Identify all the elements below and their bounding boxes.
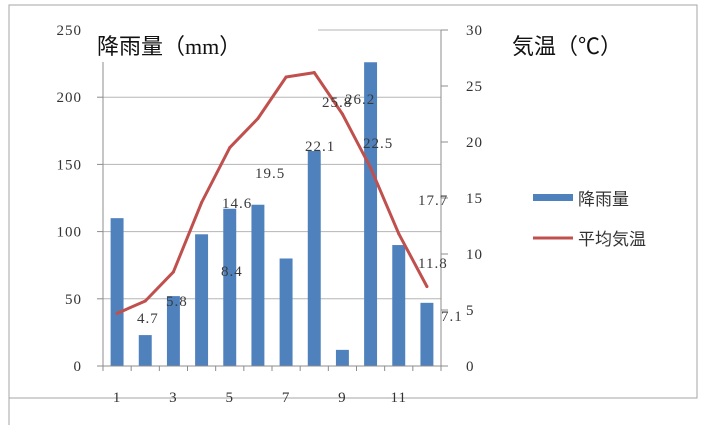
temperature-data-label: 14.6: [222, 196, 252, 212]
legend-swatch-rainfall: [533, 194, 573, 201]
temperature-point-month-11: [397, 232, 401, 236]
bar-month-11: [392, 245, 406, 366]
bar-month-9: [335, 349, 349, 366]
temperature-data-label: 4.7: [137, 311, 159, 327]
x-tick-label: 1: [113, 390, 122, 406]
x-tick-label: 3: [169, 390, 178, 406]
bar-month-10: [364, 62, 378, 366]
bar-month-12: [420, 302, 434, 366]
temperature-point-month-6: [256, 116, 260, 120]
temperature-line: [115, 71, 429, 315]
bar-month-8: [307, 150, 321, 366]
temperature-point-month-9: [340, 112, 344, 116]
left-axis-title: 降雨量（mm）: [97, 34, 241, 59]
temperature-data-label: 8.4: [221, 264, 243, 280]
x-tick-label: 9: [338, 390, 347, 406]
temperature-point-month-4: [200, 200, 204, 204]
temperature-data-labels: 4.7 5.8 8.4 14.619.5 22.1 25.826.2 22.5 17.7 11.…: [137, 92, 463, 327]
bar-month-7: [279, 258, 293, 366]
x-axis: 1 3 5 7 9 11: [102, 365, 442, 406]
temperature-point-month-7: [284, 75, 288, 79]
right-tick-label: 20: [466, 135, 483, 151]
temperature-data-label: 25.8: [322, 95, 352, 111]
left-tick-label: 100: [57, 225, 83, 241]
left-tick-label: 50: [65, 292, 82, 308]
bar-month-2: [138, 335, 152, 366]
temperature-point-month-12: [425, 284, 429, 288]
left-title-backdrop: [92, 22, 318, 62]
right-tick-label: 5: [466, 303, 475, 319]
chart-frame: [8, 4, 698, 399]
legend-label-temperature: 平均気温: [578, 230, 646, 249]
x-tick-label: 5: [226, 390, 235, 406]
bar-month-3: [166, 296, 180, 366]
bar-month-6: [251, 204, 265, 366]
bar-month-1: [110, 218, 124, 366]
legend-label-rainfall: 降雨量: [578, 190, 629, 209]
temperature-data-label: 19.5: [255, 166, 285, 182]
left-axis: 0 50 100 150 200 250: [57, 23, 104, 375]
temperature-point-month-5: [228, 146, 232, 150]
x-tick-label: 7: [282, 390, 291, 406]
bar-month-4: [195, 234, 209, 366]
temperature-point-month-1: [115, 311, 119, 315]
temperature-data-label: 7.1: [441, 309, 463, 325]
temperature-point-month-8: [312, 71, 316, 75]
left-tick-label: 0: [74, 359, 83, 375]
temperature-series: [115, 71, 429, 315]
temperature-data-label: 5.8: [166, 294, 188, 310]
right-tick-label: 30: [466, 23, 483, 39]
x-tick-label: 11: [391, 390, 407, 406]
right-tick-label: 15: [466, 191, 483, 207]
temperature-point-month-3: [171, 270, 175, 274]
temperature-point-month-2: [143, 299, 147, 303]
right-axis-title: 気温（℃）: [512, 34, 622, 59]
right-tick-label: 0: [466, 359, 475, 375]
temperature-point-month-10: [369, 166, 373, 170]
temperature-data-label: 26.2: [345, 92, 375, 108]
right-tick-label: 10: [466, 247, 483, 263]
right-tick-label: 25: [466, 79, 483, 95]
temperature-data-label: 11.8: [418, 256, 448, 272]
bar-month-5: [223, 208, 237, 366]
precipitation-bars: [110, 62, 434, 366]
left-tick-label: 250: [57, 23, 83, 39]
temperature-data-label: 17.7: [418, 193, 448, 209]
left-tick-label: 150: [57, 157, 83, 173]
temperature-data-label: 22.1: [305, 139, 335, 155]
temperature-data-label: 22.5: [363, 136, 393, 152]
left-tick-label: 200: [57, 90, 83, 106]
right-axis: 0 5 10 15 20 25 30: [440, 23, 483, 375]
